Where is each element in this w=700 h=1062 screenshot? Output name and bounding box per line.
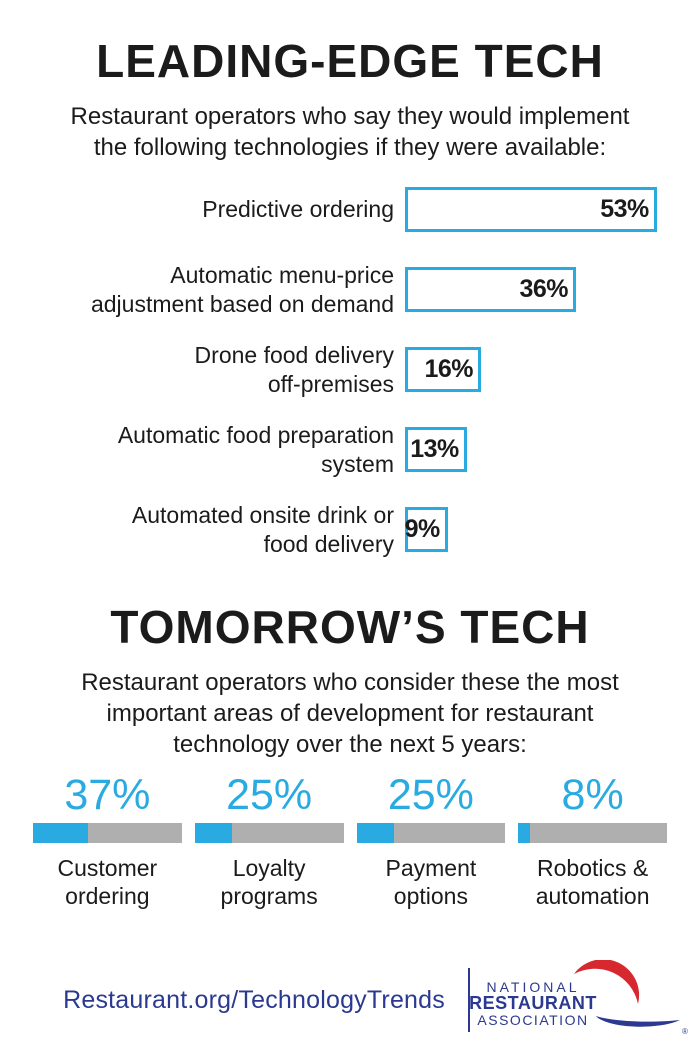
subtitle-line: Restaurant operators who consider these … — [81, 669, 619, 696]
stat-customer-ordering: 37% Customer ordering — [33, 772, 182, 910]
progress-track — [33, 823, 182, 843]
tomorrows-tech-section: TOMORROW’S TECH Restaurant operators who… — [0, 602, 700, 910]
footer-url[interactable]: Restaurant.org/TechnologyTrends — [63, 985, 445, 1014]
progress-track — [518, 823, 667, 843]
tomorrows-tech-title: TOMORROW’S TECH — [110, 601, 590, 653]
bar-row-food-preparation: Automatic food preparation system 13% — [34, 422, 700, 477]
stat-payment-options: 25% Payment options — [356, 771, 506, 910]
stat-robotics-automation: 8% Robotics & automation — [518, 772, 667, 910]
logo-line-national: NATIONAL — [487, 979, 580, 995]
stat-label: Payment options — [385, 855, 477, 909]
footer-divider — [468, 968, 470, 1032]
logo-navy-swoosh-icon — [596, 1016, 680, 1027]
national-restaurant-association-logo: NATIONAL RESTAURANT ASSOCIATION ® — [470, 960, 700, 1040]
subtitle-line: technology over the next 5 years: — [173, 731, 527, 758]
bar-label: Automated onsite drink or food delivery — [131, 501, 394, 557]
bar-row-menu-price-adjustment: Automatic menu-price adjustment based on… — [34, 262, 700, 317]
bar: 9% — [405, 507, 448, 552]
stat-loyalty-programs: 25% Loyalty programs — [194, 771, 344, 910]
stat-label: Customer ordering — [57, 855, 158, 909]
subtitle-line: Restaurant operators who say they would … — [70, 103, 630, 130]
tomorrows-tech-subtitle: Restaurant operators who consider these … — [0, 667, 700, 760]
bar-value: 16% — [424, 355, 473, 383]
subtitle-line: important areas of development for resta… — [106, 700, 594, 727]
stat-percent: 37% — [64, 771, 151, 819]
bar: 13% — [405, 427, 467, 472]
stat-label: Robotics & automation — [535, 855, 650, 909]
stat-percent: 25% — [226, 771, 313, 819]
bar-label: Drone food delivery off-premises — [194, 341, 394, 397]
progress-fill — [518, 823, 531, 843]
bar-row-predictive-ordering: Predictive ordering 53% — [34, 187, 700, 232]
stat-percent: 8% — [561, 771, 624, 819]
logo-line-association: ASSOCIATION — [477, 1012, 588, 1028]
logo-line-restaurant: RESTAURANT — [470, 993, 597, 1013]
bar: 36% — [405, 267, 576, 312]
footer: Restaurant.org/TechnologyTrends NATIONAL… — [0, 958, 700, 1042]
progress-track — [356, 823, 506, 843]
subtitle-line: the following technologies if they were … — [93, 134, 607, 161]
bar-label: Automatic menu-price adjustment based on… — [90, 261, 394, 317]
leading-edge-section: LEADING-EDGE TECH Restaurant operators w… — [0, 35, 700, 557]
stat-percent: 25% — [387, 771, 474, 819]
progress-fill — [33, 823, 89, 843]
stat-label: Loyalty programs — [220, 855, 318, 909]
logo-registered-mark: ® — [682, 1027, 688, 1036]
bar-row-onsite-delivery: Automated onsite drink or food delivery … — [34, 502, 700, 557]
bar-label: Predictive ordering — [202, 196, 394, 222]
bar-value: 53% — [600, 195, 649, 223]
progress-fill — [356, 823, 394, 843]
progress-track — [194, 823, 344, 843]
leading-edge-title: LEADING-EDGE TECH — [96, 35, 604, 87]
logo-red-arc-icon — [574, 960, 640, 1004]
bar-value: 9% — [404, 515, 441, 543]
leading-edge-subtitle: Restaurant operators who say they would … — [0, 101, 700, 163]
progress-stat-row: 37% Customer ordering 25% Loyalty progra… — [0, 772, 700, 910]
horizontal-bar-chart: Predictive ordering 53% Automatic menu-p… — [0, 187, 700, 557]
bar-value: 13% — [410, 435, 459, 463]
bar-label: Automatic food preparation system — [117, 421, 394, 477]
bar: 53% — [405, 187, 657, 232]
bar: 16% — [405, 347, 481, 392]
bar-value: 36% — [519, 275, 568, 303]
bar-row-drone-delivery: Drone food delivery off-premises 16% — [34, 342, 700, 397]
nra-logo-icon: NATIONAL RESTAURANT ASSOCIATION ® — [470, 960, 688, 1036]
progress-fill — [194, 823, 232, 843]
